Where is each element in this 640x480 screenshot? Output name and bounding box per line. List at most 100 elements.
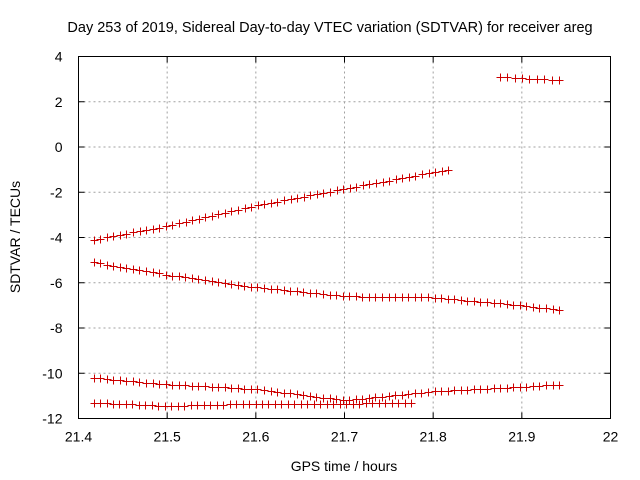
data-point — [201, 213, 210, 222]
data-series — [90, 73, 564, 411]
series-satellite-a — [496, 73, 564, 85]
data-point — [316, 400, 325, 409]
data-point — [437, 387, 446, 396]
data-point — [116, 263, 125, 272]
data-point — [194, 382, 203, 391]
data-point — [313, 190, 322, 199]
data-point — [188, 274, 197, 283]
data-point — [299, 391, 308, 400]
y-tick-label: -10 — [42, 365, 62, 381]
data-point — [319, 189, 328, 198]
data-point — [227, 384, 236, 393]
y-tick-label: -2 — [50, 184, 63, 200]
series-satellite-e — [90, 399, 416, 411]
data-point — [141, 401, 150, 410]
data-point — [214, 383, 223, 392]
data-point — [286, 389, 295, 398]
data-point — [103, 375, 112, 384]
data-point — [450, 386, 459, 395]
y-tick-label: 2 — [55, 94, 63, 110]
data-point — [221, 209, 230, 218]
data-point — [509, 301, 518, 310]
data-point — [535, 304, 544, 313]
data-point — [181, 273, 190, 282]
y-tick-label: 4 — [55, 49, 63, 65]
data-point — [214, 210, 223, 219]
data-point — [549, 305, 558, 314]
data-point — [333, 186, 342, 195]
data-point — [135, 266, 144, 275]
data-point — [516, 301, 525, 310]
data-point — [411, 172, 420, 181]
data-point — [533, 75, 542, 84]
data-point — [232, 400, 241, 409]
data-point — [525, 75, 534, 84]
data-point — [194, 275, 203, 284]
data-point — [378, 293, 387, 302]
data-point — [483, 298, 492, 307]
data-point — [253, 385, 262, 394]
data-point — [496, 299, 505, 308]
y-axis-label: SDTVAR / TECUs — [7, 181, 23, 293]
series-satellite-d — [90, 374, 564, 405]
data-point — [425, 169, 434, 178]
data-point — [103, 261, 112, 270]
data-point — [221, 279, 230, 288]
data-point — [162, 380, 171, 389]
data-point — [378, 393, 387, 402]
data-point — [312, 289, 321, 298]
data-point — [154, 402, 163, 411]
data-point — [181, 381, 190, 390]
data-point — [247, 203, 256, 212]
data-point — [529, 303, 538, 312]
data-point — [417, 389, 426, 398]
data-point — [149, 225, 158, 234]
data-point — [195, 215, 204, 224]
y-tick-label: 0 — [55, 139, 63, 155]
data-point — [135, 378, 144, 387]
data-point — [365, 180, 374, 189]
x-tick-label: 21.6 — [242, 429, 269, 445]
data-point — [280, 196, 289, 205]
data-point — [555, 306, 564, 315]
data-point — [431, 168, 440, 177]
data-point — [201, 382, 210, 391]
data-point — [312, 393, 321, 402]
data-point — [109, 232, 118, 241]
data-point — [253, 283, 262, 292]
data-point — [381, 399, 390, 408]
x-tick-label: 21.4 — [65, 429, 92, 445]
data-point — [149, 268, 158, 277]
x-tick-label: 21.5 — [154, 429, 181, 445]
data-point — [355, 400, 364, 409]
series-satellite-b — [90, 166, 453, 245]
data-point — [299, 288, 308, 297]
series-satellite-c — [90, 258, 564, 315]
data-point — [208, 277, 217, 286]
y-tick-label: -8 — [50, 320, 63, 336]
data-point — [358, 395, 367, 404]
data-point — [168, 272, 177, 281]
data-point — [142, 379, 151, 388]
data-point — [404, 293, 413, 302]
data-point — [109, 376, 118, 385]
y-tick-label: -4 — [50, 230, 63, 246]
data-point — [129, 265, 138, 274]
data-point — [175, 219, 184, 228]
data-point — [168, 381, 177, 390]
data-point — [227, 280, 236, 289]
data-point — [535, 382, 544, 391]
x-axis-label: GPS time / hours — [291, 458, 398, 474]
data-point — [155, 380, 164, 389]
data-point — [385, 177, 394, 186]
data-point — [122, 264, 131, 273]
data-point — [260, 284, 269, 293]
data-point — [241, 204, 250, 213]
y-tick-label: -12 — [42, 411, 62, 427]
data-point — [162, 222, 171, 231]
data-point — [371, 393, 380, 402]
data-point — [522, 383, 531, 392]
data-point — [342, 400, 351, 409]
data-point — [424, 388, 433, 397]
data-point — [404, 390, 413, 399]
